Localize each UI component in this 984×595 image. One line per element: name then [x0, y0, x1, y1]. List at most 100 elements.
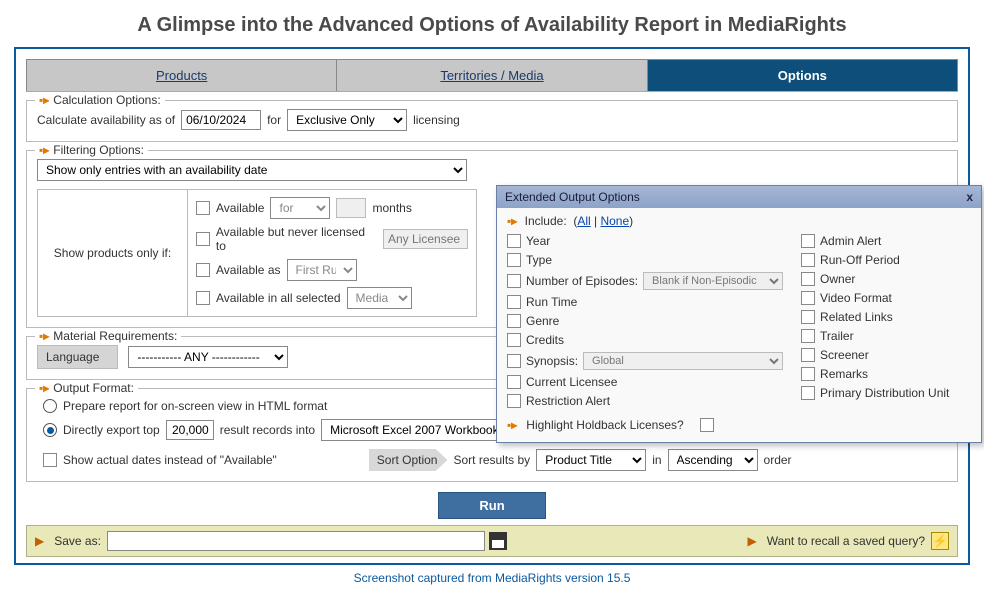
close-icon[interactable]: x	[966, 190, 973, 204]
chk-available-as[interactable]	[196, 263, 210, 277]
chk-all-selected[interactable]	[196, 291, 210, 305]
synopsis-select[interactable]: Global	[583, 352, 783, 370]
chk-genre[interactable]	[507, 314, 521, 328]
tab-territories[interactable]: Territories / Media	[337, 59, 647, 91]
label-curr-licensee: Current Licensee	[526, 375, 617, 389]
radio-html[interactable]	[43, 399, 57, 413]
label-actual-dates: Show actual dates instead of "Available"	[63, 453, 277, 467]
available-for-select[interactable]: for	[270, 197, 330, 219]
calculation-legend: ▪▸Calculation Options:	[35, 93, 165, 107]
chk-synopsis[interactable]	[507, 354, 521, 368]
bullet-icon: ▪▸	[39, 381, 49, 395]
chk-credits[interactable]	[507, 333, 521, 347]
chk-trailer[interactable]	[801, 329, 815, 343]
save-as-label: Save as:	[54, 534, 101, 548]
footer-caption: Screenshot captured from MediaRights ver…	[0, 565, 984, 595]
label-runtime: Run Time	[526, 295, 577, 309]
ext-title: Extended Output Options	[505, 190, 640, 204]
label-highlight: Highlight Holdback Licenses?	[526, 418, 683, 432]
sort-dir-select[interactable]: Ascending	[668, 449, 758, 471]
radio-export[interactable]	[43, 423, 57, 437]
recall-label: Want to recall a saved query?	[767, 534, 925, 548]
export-count-input[interactable]	[166, 420, 214, 440]
material-legend: ▪▸Material Requirements:	[35, 329, 181, 343]
main-panel: Products Territories / Media Options ▪▸C…	[14, 47, 970, 565]
chk-owner[interactable]	[801, 272, 815, 286]
episodes-select[interactable]: Blank if Non-Episodic	[643, 272, 783, 290]
calculation-section: ▪▸Calculation Options: Calculate availab…	[26, 100, 958, 142]
save-icon[interactable]	[489, 532, 507, 550]
months-input[interactable]	[336, 198, 366, 218]
label-remarks: Remarks	[820, 367, 868, 381]
include-all-link[interactable]: All	[577, 214, 590, 228]
chk-year[interactable]	[507, 234, 521, 248]
chk-never-licensed[interactable]	[196, 232, 210, 246]
filtering-legend: ▪▸Filtering Options:	[35, 143, 148, 157]
chk-admin-alert[interactable]	[801, 234, 815, 248]
available-as-select[interactable]: First Run	[287, 259, 357, 281]
chk-related-links[interactable]	[801, 310, 815, 324]
chk-type[interactable]	[507, 253, 521, 267]
label-never-licensed: Available but never licensed to	[216, 225, 377, 253]
chk-runoff[interactable]	[801, 253, 815, 267]
include-label: Include:	[525, 214, 567, 228]
calc-for: for	[267, 113, 281, 127]
chk-video-format[interactable]	[801, 291, 815, 305]
label-related-links: Related Links	[820, 310, 893, 324]
sort-field-select[interactable]: Product Title	[536, 449, 646, 471]
show-only-select[interactable]: Show only entries with an availability d…	[37, 159, 467, 181]
label-available-as: Available as	[216, 263, 281, 277]
chk-remarks[interactable]	[801, 367, 815, 381]
label-available: Available	[216, 201, 264, 215]
sort-in: in	[652, 453, 661, 467]
bullet-icon: ▪▸	[39, 143, 49, 157]
all-selected-select[interactable]: Media	[347, 287, 412, 309]
calc-date-input[interactable]	[181, 110, 261, 130]
recall-icon[interactable]: ⚡	[931, 532, 949, 550]
licensing-select[interactable]: Exclusive Only	[287, 109, 407, 131]
filter-left-label: Show products only if:	[38, 190, 188, 316]
label-year: Year	[526, 234, 550, 248]
triangle-icon: ▶	[747, 534, 756, 548]
chk-available[interactable]	[196, 201, 210, 215]
label-type: Type	[526, 253, 552, 267]
chk-curr-licensee[interactable]	[507, 375, 521, 389]
chk-runtime[interactable]	[507, 295, 521, 309]
label-restriction: Restriction Alert	[526, 394, 610, 408]
calc-prefix: Calculate availability as of	[37, 113, 175, 127]
page-title: A Glimpse into the Advanced Options of A…	[0, 0, 984, 47]
label-episodes: Number of Episodes:	[526, 274, 638, 288]
chk-pdu[interactable]	[801, 386, 815, 400]
label-genre: Genre	[526, 314, 559, 328]
calc-suffix: licensing	[413, 113, 460, 127]
chk-highlight[interactable]	[700, 418, 714, 432]
bullet-icon: ▪▸	[39, 329, 49, 343]
chk-screener[interactable]	[801, 348, 815, 362]
label-export-prefix: Directly export top	[63, 423, 160, 437]
tab-options[interactable]: Options	[648, 59, 958, 91]
label-owner: Owner	[820, 272, 855, 286]
bullet-icon: ▪▸	[507, 214, 517, 228]
language-select[interactable]: ----------- ANY ------------	[128, 346, 288, 368]
tab-products[interactable]: Products	[26, 59, 337, 91]
output-legend: ▪▸Output Format:	[35, 381, 138, 395]
tab-bar: Products Territories / Media Options	[26, 59, 958, 92]
extended-output-panel: Extended Output Options x ▪▸ Include: (A…	[496, 185, 982, 443]
sort-by-prefix: Sort results by	[453, 453, 530, 467]
language-label: Language	[37, 345, 118, 369]
sort-order: order	[764, 453, 792, 467]
licensee-input[interactable]	[383, 229, 468, 249]
include-none-link[interactable]: None	[600, 214, 629, 228]
save-as-input[interactable]	[107, 531, 485, 551]
label-runoff: Run-Off Period	[820, 253, 900, 267]
run-button[interactable]: Run	[438, 492, 545, 519]
label-export-mid: result records into	[220, 423, 315, 437]
label-trailer: Trailer	[820, 329, 854, 343]
chk-restriction[interactable]	[507, 394, 521, 408]
label-admin-alert: Admin Alert	[820, 234, 881, 248]
bullet-icon: ▪▸	[507, 418, 517, 432]
bullet-icon: ▪▸	[39, 93, 49, 107]
chk-episodes[interactable]	[507, 274, 521, 288]
chk-actual-dates[interactable]	[43, 453, 57, 467]
save-bar: ▶ Save as: ▶ Want to recall a saved quer…	[26, 525, 958, 557]
